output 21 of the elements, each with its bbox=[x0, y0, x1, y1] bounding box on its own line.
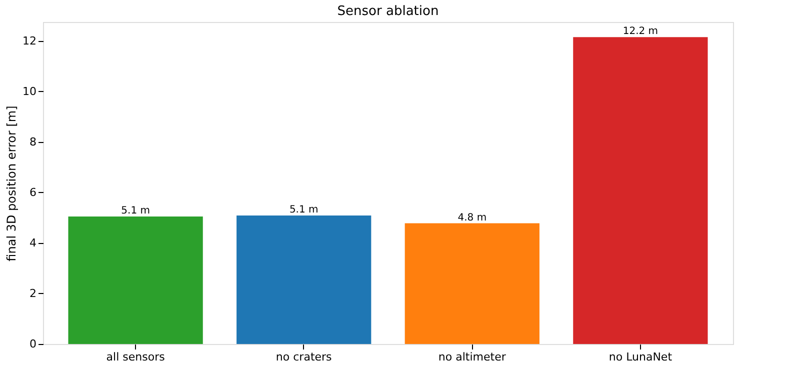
y-tick-label: 4 bbox=[30, 236, 36, 250]
data-label: 5.1 m bbox=[289, 204, 318, 216]
y-tick-label: 0 bbox=[30, 338, 36, 350]
data-label: 12.2 m bbox=[622, 26, 658, 38]
x-tick-label: no altimeter bbox=[438, 350, 506, 364]
x-tick-label: no craters bbox=[276, 350, 332, 364]
y-tick-label: 2 bbox=[30, 286, 36, 300]
data-label: 5.1 m bbox=[121, 205, 150, 216]
y-tick-label: 12 bbox=[22, 34, 36, 48]
x-tick-label: all sensors bbox=[106, 350, 166, 364]
bar bbox=[573, 37, 708, 344]
x-tick-label: no LunaNet bbox=[608, 350, 673, 364]
bar bbox=[236, 215, 372, 344]
chart-title: Sensor ablation bbox=[337, 4, 439, 19]
y-tick-label: 8 bbox=[30, 135, 36, 148]
y-axis-title: final 3D position error [m] bbox=[4, 106, 19, 262]
bar bbox=[68, 216, 203, 344]
bar bbox=[404, 223, 540, 344]
y-tick-label: 6 bbox=[30, 186, 36, 199]
data-label: 4.8 m bbox=[458, 212, 487, 224]
y-tick-label: 10 bbox=[22, 84, 36, 98]
